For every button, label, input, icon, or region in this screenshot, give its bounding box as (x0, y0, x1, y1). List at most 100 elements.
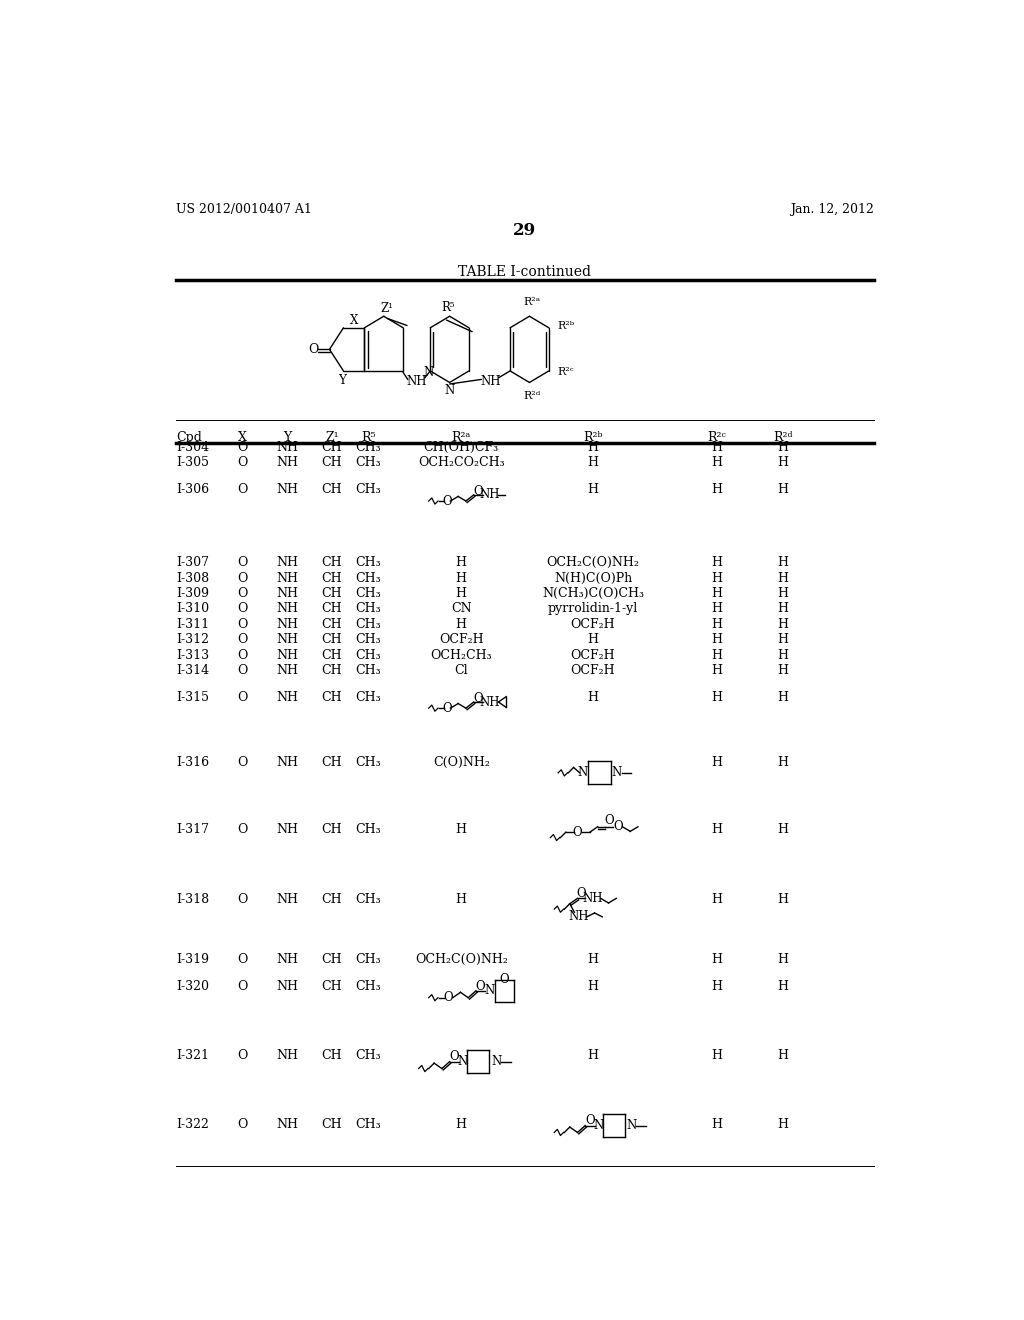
Text: O: O (238, 455, 248, 469)
Text: H: H (777, 556, 788, 569)
Text: H: H (777, 483, 788, 496)
Text: I-309: I-309 (176, 587, 209, 601)
Text: CH: CH (322, 1118, 342, 1131)
Text: O: O (308, 343, 318, 356)
Text: I-317: I-317 (176, 824, 209, 837)
Text: H: H (456, 556, 467, 569)
Text: H: H (777, 618, 788, 631)
Text: NH: NH (275, 1049, 298, 1063)
Text: CH: CH (322, 756, 342, 770)
Text: H: H (588, 634, 598, 647)
Text: O: O (238, 953, 248, 966)
Text: CH₃: CH₃ (355, 618, 381, 631)
Text: O: O (238, 572, 248, 585)
Text: R²ᵇ: R²ᵇ (557, 321, 574, 331)
Text: I-319: I-319 (176, 953, 209, 966)
Text: H: H (456, 1118, 467, 1131)
Text: H: H (588, 483, 598, 496)
Text: OCH₂CO₂CH₃: OCH₂CO₂CH₃ (418, 455, 505, 469)
Text: O: O (613, 820, 623, 833)
Text: O: O (238, 979, 248, 993)
Text: CH₃: CH₃ (355, 441, 381, 454)
Text: H: H (712, 1118, 723, 1131)
Text: OCH₂C(O)NH₂: OCH₂C(O)NH₂ (547, 556, 639, 569)
Text: NH: NH (275, 483, 298, 496)
Text: Z¹: Z¹ (380, 302, 393, 315)
Text: H: H (777, 756, 788, 770)
Text: CH: CH (322, 483, 342, 496)
Text: H: H (777, 455, 788, 469)
Text: O: O (238, 648, 248, 661)
Text: O: O (476, 979, 485, 993)
Text: I-310: I-310 (176, 602, 209, 615)
Text: H: H (456, 572, 467, 585)
Text: I-322: I-322 (176, 1118, 209, 1131)
Text: R²ᵇ: R²ᵇ (584, 430, 603, 444)
Text: I-305: I-305 (176, 455, 209, 469)
Text: NH: NH (407, 375, 427, 388)
Text: CH₃: CH₃ (355, 483, 381, 496)
Text: R⁵: R⁵ (360, 430, 376, 444)
Text: H: H (712, 824, 723, 837)
Text: NH: NH (480, 375, 501, 388)
Text: N: N (484, 985, 495, 998)
Text: NH: NH (275, 756, 298, 770)
Text: H: H (777, 1118, 788, 1131)
Text: R²ᵃ: R²ᵃ (452, 430, 471, 444)
Text: H: H (712, 1049, 723, 1063)
Text: H: H (588, 690, 598, 704)
Text: CH₃: CH₃ (355, 953, 381, 966)
Text: O: O (238, 618, 248, 631)
Text: R⁵: R⁵ (441, 301, 455, 314)
Text: H: H (712, 756, 723, 770)
Text: R²ᵃ: R²ᵃ (523, 297, 541, 308)
Text: I-304: I-304 (176, 441, 209, 454)
Text: 29: 29 (513, 222, 537, 239)
Text: I-308: I-308 (176, 572, 209, 585)
Text: CH: CH (322, 455, 342, 469)
Text: O: O (473, 484, 483, 498)
Text: NH: NH (275, 572, 298, 585)
Text: H: H (456, 892, 467, 906)
Text: O: O (238, 587, 248, 601)
Text: OCF₂H: OCF₂H (570, 618, 615, 631)
Text: pyrrolidin-1-yl: pyrrolidin-1-yl (548, 602, 638, 615)
Text: N: N (490, 1055, 502, 1068)
Text: R²ᵈ: R²ᵈ (523, 391, 541, 401)
Text: O: O (577, 887, 586, 900)
Text: H: H (588, 979, 598, 993)
Text: NH: NH (275, 648, 298, 661)
Text: O: O (442, 495, 453, 508)
Text: CH₃: CH₃ (355, 756, 381, 770)
Text: Jan. 12, 2012: Jan. 12, 2012 (790, 203, 873, 216)
Text: CH: CH (322, 441, 342, 454)
Text: CH₃: CH₃ (355, 455, 381, 469)
Text: NH: NH (479, 696, 500, 709)
Text: X: X (239, 430, 247, 444)
Text: I-320: I-320 (176, 979, 209, 993)
Text: H: H (712, 618, 723, 631)
Text: O: O (238, 483, 248, 496)
Text: R²ᶜ: R²ᶜ (708, 430, 726, 444)
Text: I-306: I-306 (176, 483, 209, 496)
Text: Cpd: Cpd (176, 430, 202, 444)
Text: OCH₂CH₃: OCH₂CH₃ (430, 648, 493, 661)
Text: O: O (473, 692, 483, 705)
Text: CH: CH (322, 618, 342, 631)
Text: N: N (458, 1055, 468, 1068)
Text: I-315: I-315 (176, 690, 209, 704)
Text: N: N (424, 366, 434, 379)
Text: NH: NH (275, 618, 298, 631)
Text: NH: NH (275, 824, 298, 837)
Text: TABLE I-continued: TABLE I-continued (459, 264, 591, 279)
Text: NH: NH (275, 690, 298, 704)
Text: CH(OH)CF₃: CH(OH)CF₃ (424, 441, 499, 454)
Text: O: O (572, 825, 583, 838)
Text: NH: NH (275, 892, 298, 906)
Text: NH: NH (583, 892, 603, 906)
Text: CH: CH (322, 1049, 342, 1063)
Text: CH: CH (322, 690, 342, 704)
Text: I-311: I-311 (176, 618, 209, 631)
Text: NH: NH (479, 488, 500, 502)
Text: R²ᶜ: R²ᶜ (557, 367, 574, 378)
